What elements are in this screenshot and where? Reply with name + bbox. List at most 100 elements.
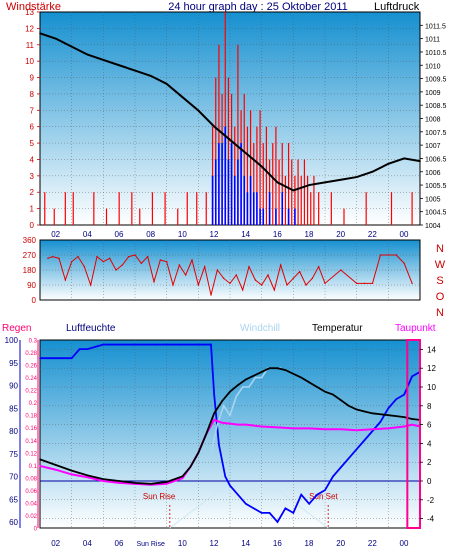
wind-speed-bar — [196, 192, 198, 225]
dewpoint-point — [237, 423, 239, 426]
pressure-tick-label: 1010.5 — [425, 50, 447, 57]
direction-point — [83, 265, 86, 268]
direction-point — [210, 294, 212, 296]
humidity-point — [292, 512, 295, 514]
humidity-point — [150, 343, 152, 346]
direction-point — [146, 255, 149, 258]
direction-point — [279, 264, 282, 266]
humidity-point — [86, 348, 89, 350]
wind-bar — [246, 192, 249, 225]
dewpoint-point — [39, 465, 41, 467]
temperature-point — [229, 390, 231, 393]
rain-tick-label: 0.24 — [25, 376, 37, 382]
climate-x-tick: 18 — [305, 539, 314, 548]
wind-x-tick: 08 — [146, 230, 155, 239]
climate-lines — [39, 339, 422, 529]
wind-bar — [259, 208, 261, 225]
wind-x-tick: 20 — [336, 230, 345, 239]
temperature-point — [39, 458, 41, 461]
dewpoint-point — [276, 426, 279, 429]
direction-point — [102, 260, 105, 263]
dewpoint-point — [371, 428, 374, 431]
temperature-point — [284, 369, 287, 371]
wind-speed-bar — [262, 143, 264, 225]
direction-tick-label: 180 — [23, 266, 37, 275]
direction-point — [178, 264, 181, 266]
humidity-point — [395, 398, 398, 400]
humidity-point — [213, 393, 215, 396]
climate-x-tick: 14 — [241, 539, 250, 548]
temperature-point — [205, 433, 208, 435]
rain-tick-label: 0.14 — [25, 439, 37, 445]
dewpoint-point — [355, 429, 358, 432]
pressure-tick-label: 1011 — [425, 37, 440, 44]
direction-point — [371, 282, 374, 285]
wind-bar — [262, 208, 265, 225]
wind-x-tick: 16 — [273, 230, 282, 239]
wind-speed-bar — [205, 192, 207, 225]
windchill-point — [216, 423, 219, 426]
wind-bar — [227, 159, 230, 225]
wind-bar — [252, 192, 255, 225]
wind-speed-bar — [215, 77, 217, 226]
pressure-point — [55, 37, 57, 40]
direction-point — [77, 255, 79, 258]
pressure-tick-label: 1006.5 — [425, 156, 447, 163]
dewpoint-point — [70, 473, 73, 476]
direction-point — [203, 265, 206, 268]
temperature-tick-label: 4 — [427, 439, 432, 448]
wind-speed-bar — [411, 192, 413, 225]
wind-speed-bar — [256, 126, 258, 225]
direction-point — [47, 257, 49, 260]
humidity-point — [284, 507, 287, 510]
wind-x-tick: 04 — [83, 230, 92, 239]
wind-panel — [39, 11, 421, 226]
wind-tick-label: 0 — [30, 221, 35, 230]
humidity-tick-label: 75 — [9, 450, 18, 459]
temperature-point — [395, 415, 398, 417]
humidity-point — [260, 512, 263, 514]
direction-point — [248, 265, 250, 268]
humidity-tick-label: 90 — [9, 382, 18, 391]
direction-tick-label: 270 — [23, 251, 37, 260]
pressure-point — [86, 53, 89, 56]
wind-speed-bar — [227, 77, 230, 226]
wind-tick-label: 4 — [30, 155, 35, 164]
direction-point — [355, 282, 358, 285]
pressure-point — [419, 160, 421, 162]
humidity-tick-label: 70 — [9, 473, 18, 482]
climate-axes: 606570758085909510000.020.040.060.080.10… — [5, 336, 437, 533]
humidity-point — [308, 503, 310, 505]
dewpoint-point — [292, 427, 295, 430]
pressure-tick-label: 1009.5 — [425, 77, 447, 84]
wind-x-axis: 02 04 06 08 10 12 14 16 18 20 22 00 — [51, 230, 409, 239]
wind-speed-bar — [64, 192, 66, 225]
temperature-tick-label: 2 — [427, 458, 432, 467]
pressure-axis: 1004 1004.5 1005 1005.5 1006 1006.5 1007 1007.5… — [420, 23, 447, 230]
direction-line-group — [47, 254, 413, 296]
wind-speed-bar — [164, 192, 166, 225]
direction-point — [127, 255, 130, 258]
direction-point — [222, 277, 225, 280]
dewpoint-point — [387, 427, 390, 430]
windchill-point — [210, 452, 212, 454]
temperature-point — [260, 371, 263, 373]
wind-speed-bar — [275, 126, 277, 225]
daylight-arc — [169, 489, 329, 529]
wind-bar — [281, 192, 284, 225]
temperature-point — [70, 469, 73, 472]
wind-speed-bar — [310, 192, 312, 225]
wind-speed-bar — [278, 159, 280, 225]
direction-point — [324, 282, 326, 285]
temperature-tick-label: -2 — [427, 496, 435, 505]
wind-bar — [230, 143, 233, 225]
wind-speed-bar — [243, 93, 245, 225]
direction-point — [108, 257, 111, 260]
dewpoint-point — [86, 476, 89, 479]
humidity-point — [324, 489, 326, 491]
direction-point — [191, 259, 193, 261]
legend-item: Taupunkt — [395, 323, 436, 334]
humidity-point — [237, 493, 239, 496]
